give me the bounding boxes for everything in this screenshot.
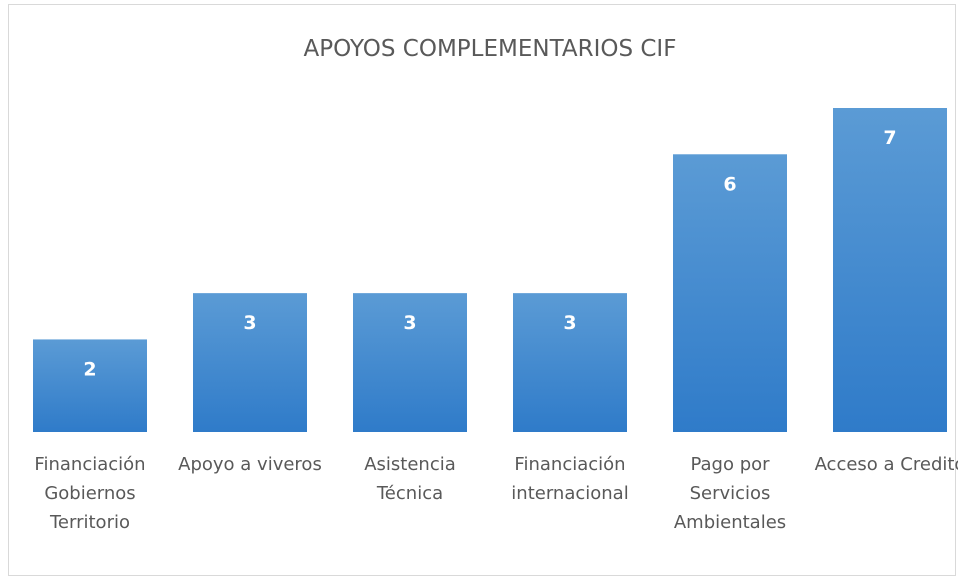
data-label: 3 [243,312,256,334]
x-tick-label: Apoyo a viveros [178,454,322,475]
bar [193,293,307,432]
chart-title: APOYOS COMPLEMENTARIOS CIF [304,36,677,62]
data-label: 3 [563,312,576,334]
chart-frame [8,4,956,576]
bar [673,154,787,433]
data-label: 2 [83,358,96,380]
x-tick-label: Financiación internacional [511,454,629,504]
data-label: 3 [403,312,416,334]
bar [353,293,467,432]
bar [833,108,947,432]
bar [513,293,627,432]
x-tick-label: Financiación Gobiernos Territorio [34,454,146,533]
data-label: 7 [883,127,896,149]
x-tick-label: Asistencia Técnica [364,454,456,504]
x-tick-label: Acceso a Credito [814,454,958,475]
x-tick-label: Pago por Servicios Ambientales [673,454,787,533]
data-label: 6 [723,173,736,195]
bar [33,339,147,432]
